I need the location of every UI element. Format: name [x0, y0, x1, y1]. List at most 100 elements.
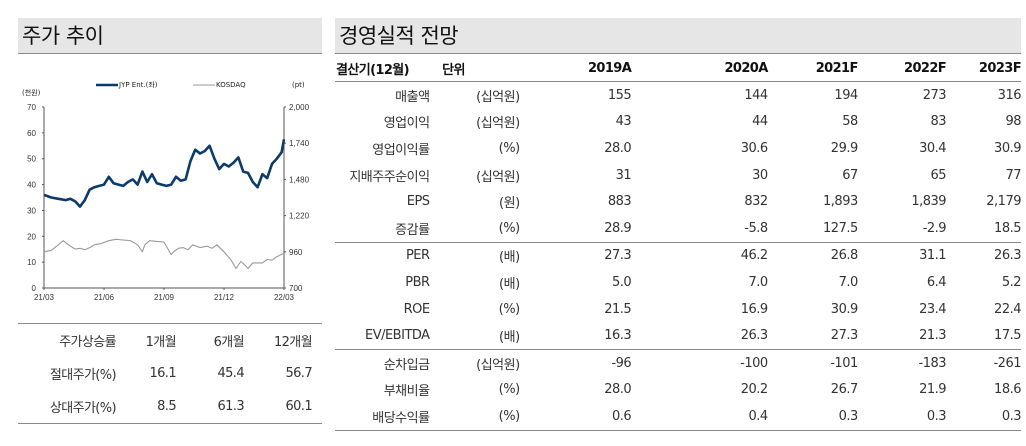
returns-header-12m: 12개월	[273, 335, 313, 350]
header-year: 2023F	[978, 61, 1022, 76]
row-value: 7.0	[748, 274, 768, 290]
row-value: 127.5	[823, 220, 858, 236]
row-value: -2.9	[922, 220, 947, 236]
row-label: 매출액	[395, 89, 430, 105]
row-label: 절대주가(%)	[49, 368, 117, 383]
right-axis-unit: (pt)	[292, 81, 305, 89]
table-row: PER (배) 27.3 46.2 26.8 31.1 26.3	[335, 243, 1022, 270]
row-value: 28.9	[604, 220, 632, 236]
left-tick-label: 60	[27, 129, 36, 138]
row-label: 상대주가(%)	[49, 401, 117, 416]
row-label: PBR	[405, 274, 430, 290]
row-label: PER	[405, 248, 430, 264]
row-label: 영업이익	[383, 116, 430, 132]
left-tick-label: 40	[27, 181, 36, 190]
table-row: 지배주주순이익 (십억원) 31 30 67 65 77	[335, 162, 1021, 189]
header-year: 2022F	[904, 61, 947, 76]
returns-table: 주가상승률 1개월 6개월 12개월 절대주가(%) 16.1 45.4 56.…	[18, 323, 322, 424]
row-value: 29.9	[830, 140, 858, 156]
row-value: 144	[744, 87, 768, 103]
table-row: 순차입금 (십억원) -96 -100 -101 -183 -261	[335, 350, 1022, 377]
row-value: 21.3	[919, 328, 947, 344]
row-value: -261	[993, 355, 1021, 371]
returns-header-row: 주가상승률 1개월 6개월 12개월	[18, 324, 322, 357]
header-year: 2021F	[815, 61, 859, 76]
row-unit: (십억원)	[476, 169, 520, 185]
returns-row-relative: 상대주가(%) 8.5 61.3 60.1	[18, 390, 322, 423]
row-value: 27.3	[830, 328, 858, 344]
table-row: 매출액 (십억원) 155 144 194 273 316	[335, 82, 1021, 109]
row-unit: (배)	[499, 276, 520, 292]
row-value: 46.2	[740, 248, 768, 264]
row-unit: (배)	[499, 330, 520, 346]
row-unit: (원)	[499, 196, 520, 212]
earnings-forecast-panel: 경영실적 전망 결산기(12월) 단위 2019A 2020A 2021F 20…	[335, 18, 1022, 431]
stock-price-chart: (천원) (pt) JYP Ent.(좌) KOSDAQ 0 10 20 30 40 50 60 70…	[18, 68, 322, 318]
table-row: 영업이익률 (%) 28.0 30.6 29.9 30.4 30.9	[335, 135, 1021, 162]
row-value: 30.9	[830, 301, 858, 317]
forecast-body: 매출액 (십억원) 155 144 194 273 316 영업이익 (십억원) 43 44 58 83…	[335, 82, 1021, 431]
row-label: 배당수익률	[372, 410, 430, 426]
row-value: 5.0	[611, 274, 632, 290]
forecast-group: 순차입금 (십억원) -96 -100 -101 -183 -261 부채비율 (%) 28.0 2…	[335, 350, 1021, 431]
row-value: 16.3	[604, 328, 632, 344]
row-value: 194	[834, 87, 858, 103]
row-value: 17.5	[994, 328, 1021, 344]
row-value: 65	[930, 167, 947, 183]
row-value: 26.7	[830, 382, 858, 398]
row-unit: (배)	[499, 250, 520, 266]
row-label: 지배주주순이익	[349, 169, 430, 185]
table-row: ROE (%) 21.5 16.9 30.9 23.4 22.4	[335, 296, 1022, 323]
row-value: 30.4	[919, 140, 947, 156]
right-tick-label: 1,480	[289, 175, 310, 184]
header-unit: 단위	[442, 63, 465, 78]
row-value: 23.4	[919, 301, 947, 317]
row-label: 영업이익률	[372, 142, 430, 158]
row-value: 21.9	[919, 382, 947, 398]
left-axis-unit: (천원)	[22, 88, 41, 97]
earnings-forecast-table: 결산기(12월) 단위 2019A 2020A 2021F 2022F 2023…	[335, 56, 1022, 431]
row-value: 30.6	[740, 140, 768, 156]
forecast-header-row: 결산기(12월) 단위 2019A 2020A 2021F 2022F 2023…	[335, 56, 1022, 82]
left-tick-label: 70	[27, 103, 36, 112]
left-tick-label: 10	[27, 258, 36, 267]
row-value: 2,179	[986, 194, 1021, 210]
row-label: ROE	[403, 301, 430, 317]
row-value: 1,839	[911, 194, 947, 210]
table-row: 부채비율 (%) 28.0 20.2 26.7 21.9 18.6	[335, 377, 1022, 404]
stock-trend-title: 주가 추이	[18, 18, 322, 54]
returns-row-absolute: 절대주가(%) 16.1 45.4 56.7	[18, 357, 322, 390]
stock-trend-panel: 주가 추이 (천원) (pt) JYP Ent.(좌) KOSDAQ 0 10 20 30 40…	[18, 18, 322, 424]
row-value: -5.8	[744, 220, 768, 236]
row-unit: (%)	[498, 301, 521, 317]
x-tick-label: 21/03	[34, 293, 55, 302]
kosdaq-index-line	[43, 238, 285, 270]
row-unit: (%)	[498, 382, 521, 398]
row-value: 83	[930, 114, 947, 130]
right-tick-label: 700	[289, 284, 303, 293]
table-row: EV/EBITDA (배) 16.3 26.3 27.3 21.3 17.5	[335, 322, 1022, 349]
table-row: 영업이익 (십억원) 43 44 58 83 98	[335, 109, 1022, 136]
row-value: 0.3	[926, 408, 947, 424]
row-value: -183	[918, 355, 947, 371]
row-value: 883	[607, 194, 632, 210]
row-value: 21.5	[604, 301, 632, 317]
left-tick-label: 20	[27, 232, 36, 241]
row-value: 0.3	[1001, 408, 1022, 424]
jyp-price-line	[43, 139, 286, 208]
left-tick-label: 50	[27, 155, 36, 164]
value-12m: 60.1	[285, 399, 312, 414]
row-value: 832	[744, 194, 768, 210]
table-row: EPS (원) 883 832 1,893 1,839 2,179	[335, 188, 1022, 215]
value-6m: 61.3	[217, 399, 244, 414]
row-value: 30.9	[994, 140, 1021, 156]
header-year: 2020A	[724, 61, 768, 76]
row-unit: (십억원)	[476, 357, 520, 373]
value-6m: 45.4	[217, 366, 244, 381]
value-1m: 8.5	[157, 399, 176, 414]
header-fiscal-year: 결산기(12월)	[336, 63, 410, 78]
value-1m: 16.1	[149, 366, 176, 381]
returns-header-label: 주가상승률	[59, 335, 116, 350]
row-value: -100	[740, 355, 768, 371]
row-label: EPS	[406, 194, 430, 210]
